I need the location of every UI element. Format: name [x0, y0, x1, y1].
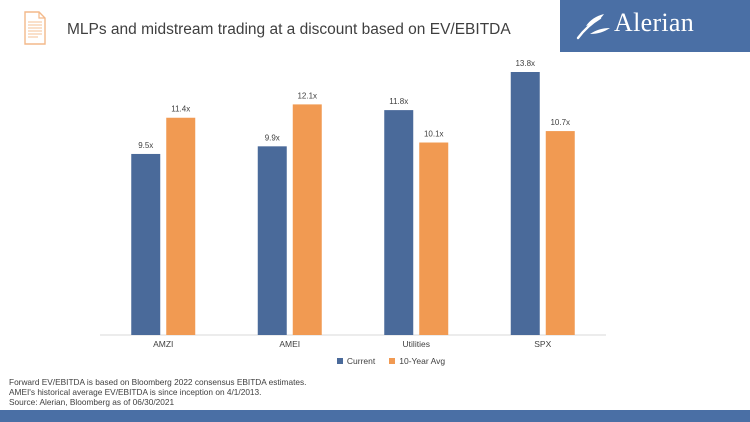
data-label: 10.7x	[550, 118, 570, 127]
data-label: 9.9x	[265, 133, 280, 142]
bar-10-year-avg	[292, 104, 322, 335]
logo-text: Alerian	[614, 8, 695, 37]
legend-label-current: Current	[346, 356, 376, 366]
data-label: 11.8x	[389, 97, 408, 106]
x-tick-label: AMZI	[153, 339, 173, 349]
bar-current	[257, 146, 287, 335]
data-label: 12.1x	[297, 91, 317, 100]
document-icon	[24, 11, 46, 45]
legend-swatch-current	[336, 358, 343, 364]
footnotes: Forward EV/EBITDA is based on Bloomberg …	[9, 377, 306, 407]
footnote-line: Forward EV/EBITDA is based on Bloomberg …	[9, 377, 307, 387]
bar-chart: 9.5x 11.4x AMZI 9.9x 12.1x AMEI 11.8x 10.1x Util…	[100, 59, 606, 349]
x-tick-label: SPX	[534, 339, 551, 349]
footnote-line: Source: Alerian, Bloomberg as of 06/30/2…	[9, 397, 175, 407]
data-label: 9.5x	[138, 141, 153, 150]
brand-logo: Alerian	[560, 0, 750, 52]
legend-swatch-10-year-avg	[389, 358, 396, 364]
data-label: 11.4x	[171, 105, 190, 114]
bar-current	[510, 72, 540, 335]
legend-item-current: Current	[336, 356, 376, 366]
legend-label-10-year-avg: 10-Year Avg	[399, 356, 446, 366]
data-label: 10.1x	[424, 130, 444, 139]
bar-10-year-avg	[166, 117, 196, 335]
footnote-line: AMEI's historical average EV/EBITDA is s…	[9, 387, 262, 397]
legend-item-10-year-avg: 10-Year Avg	[389, 356, 445, 366]
bar-current	[384, 110, 414, 336]
bar-10-year-avg	[419, 142, 449, 335]
bar-current	[131, 153, 161, 335]
bar-10-year-avg	[545, 131, 575, 335]
footer-bar	[0, 410, 750, 422]
x-tick-label: Utilities	[403, 339, 430, 349]
chart-legend: Current 10-Year Avg	[0, 356, 750, 366]
data-label: 13.8x	[515, 59, 535, 68]
x-tick-label: AMEI	[279, 339, 300, 349]
page-title: MLPs and midstream trading at a discount…	[67, 21, 511, 38]
alerian-leaf-icon	[576, 14, 610, 40]
